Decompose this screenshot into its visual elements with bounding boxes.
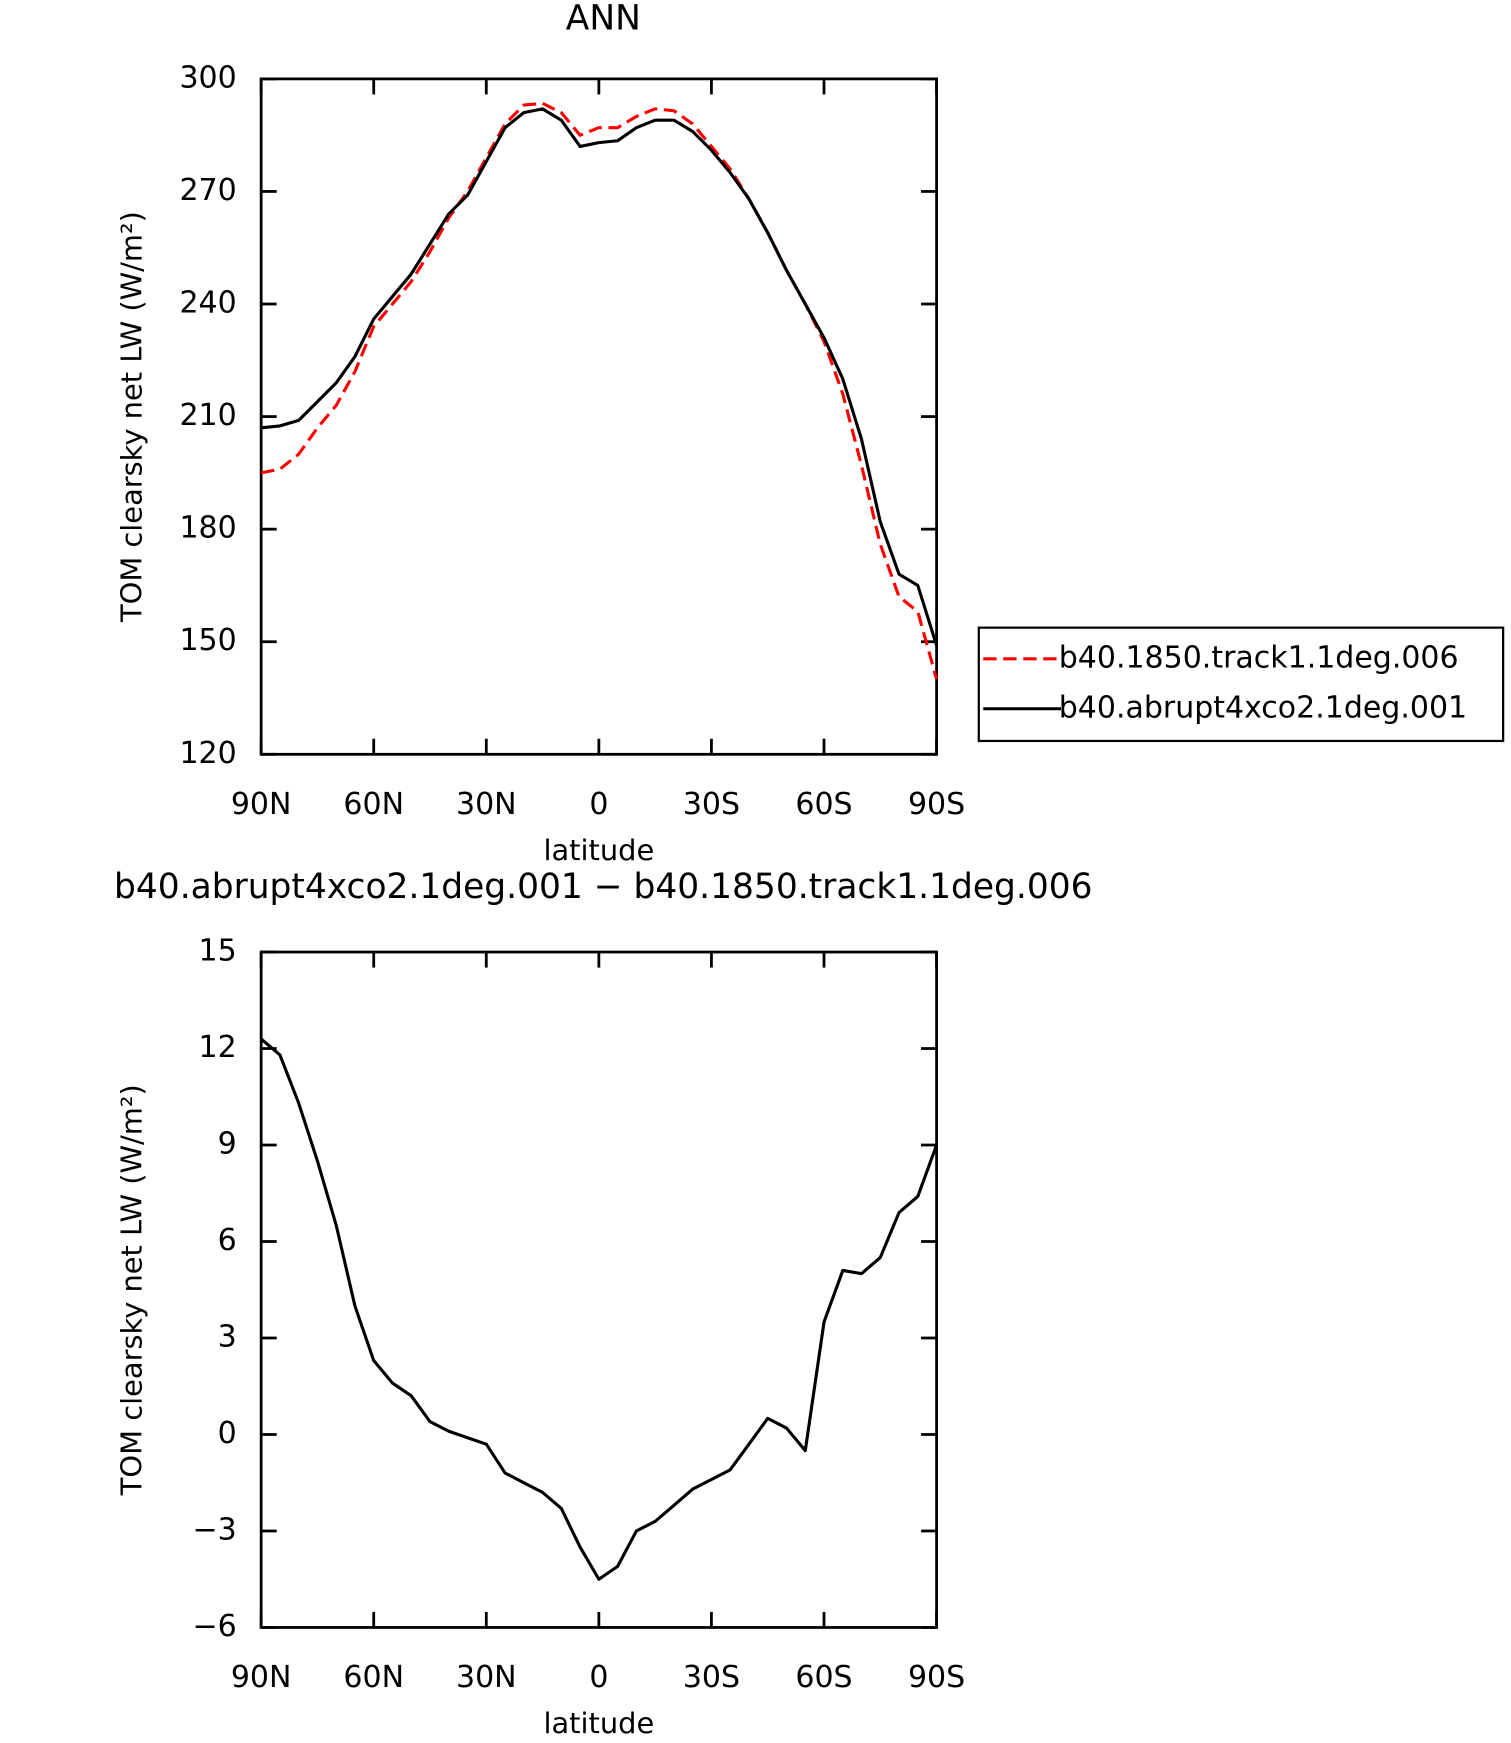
y-tick-label: 9: [218, 1127, 237, 1162]
y-tick-label: 6: [218, 1223, 237, 1258]
y-axis-label: TOM clearsky net LW (W/m²): [114, 211, 148, 623]
x-tick-label: 60N: [343, 1660, 404, 1695]
data-line: [260, 101, 939, 680]
y-tick-label: 12: [199, 1030, 237, 1065]
y-tick-label: 270: [179, 173, 236, 208]
x-tick-label: 0: [589, 787, 608, 822]
x-tick-label: 90S: [908, 1660, 965, 1695]
legend-box: [977, 626, 1505, 743]
x-tick-label: 0: [589, 1660, 608, 1695]
y-tick-label: 300: [179, 60, 236, 95]
x-tick-label: 90S: [908, 787, 965, 822]
chart-title: ANN: [566, 0, 641, 38]
x-tick-label: 30S: [683, 787, 740, 822]
x-axis-label: latitude: [543, 833, 654, 867]
x-tick-label: 30N: [456, 1660, 517, 1695]
x-tick-label: 90N: [231, 787, 292, 822]
y-tick-label: 120: [179, 736, 236, 771]
y-tick-label: 150: [179, 623, 236, 658]
x-tick-label: 60S: [795, 787, 852, 822]
plot-frame: [259, 77, 938, 756]
x-tick-label: 30S: [683, 1660, 740, 1695]
x-tick-label: 30N: [456, 787, 517, 822]
x-tick-label: 90N: [231, 1660, 292, 1695]
y-tick-label: 210: [179, 398, 236, 433]
y-tick-label: 15: [199, 934, 237, 969]
data-line: [260, 107, 939, 646]
legend-label: b40.abrupt4xco2.1deg.001: [1059, 690, 1467, 725]
x-tick-label: 60N: [343, 787, 404, 822]
legend-label: b40.1850.track1.1deg.006: [1059, 640, 1459, 675]
x-axis-label: latitude: [543, 1706, 654, 1740]
y-tick-label: 3: [218, 1319, 237, 1354]
y-tick-label: −3: [193, 1512, 237, 1547]
data-line: [260, 1037, 939, 1581]
y-axis-label: TOM clearsky net LW (W/m²): [114, 1084, 148, 1496]
chart-title: b40.abrupt4xco2.1deg.001 − b40.1850.trac…: [114, 867, 1093, 907]
x-tick-label: 60S: [795, 1660, 852, 1695]
y-tick-label: 180: [179, 511, 236, 546]
y-tick-label: −6: [193, 1609, 237, 1644]
y-tick-label: 240: [179, 286, 236, 321]
y-tick-label: 0: [218, 1416, 237, 1451]
